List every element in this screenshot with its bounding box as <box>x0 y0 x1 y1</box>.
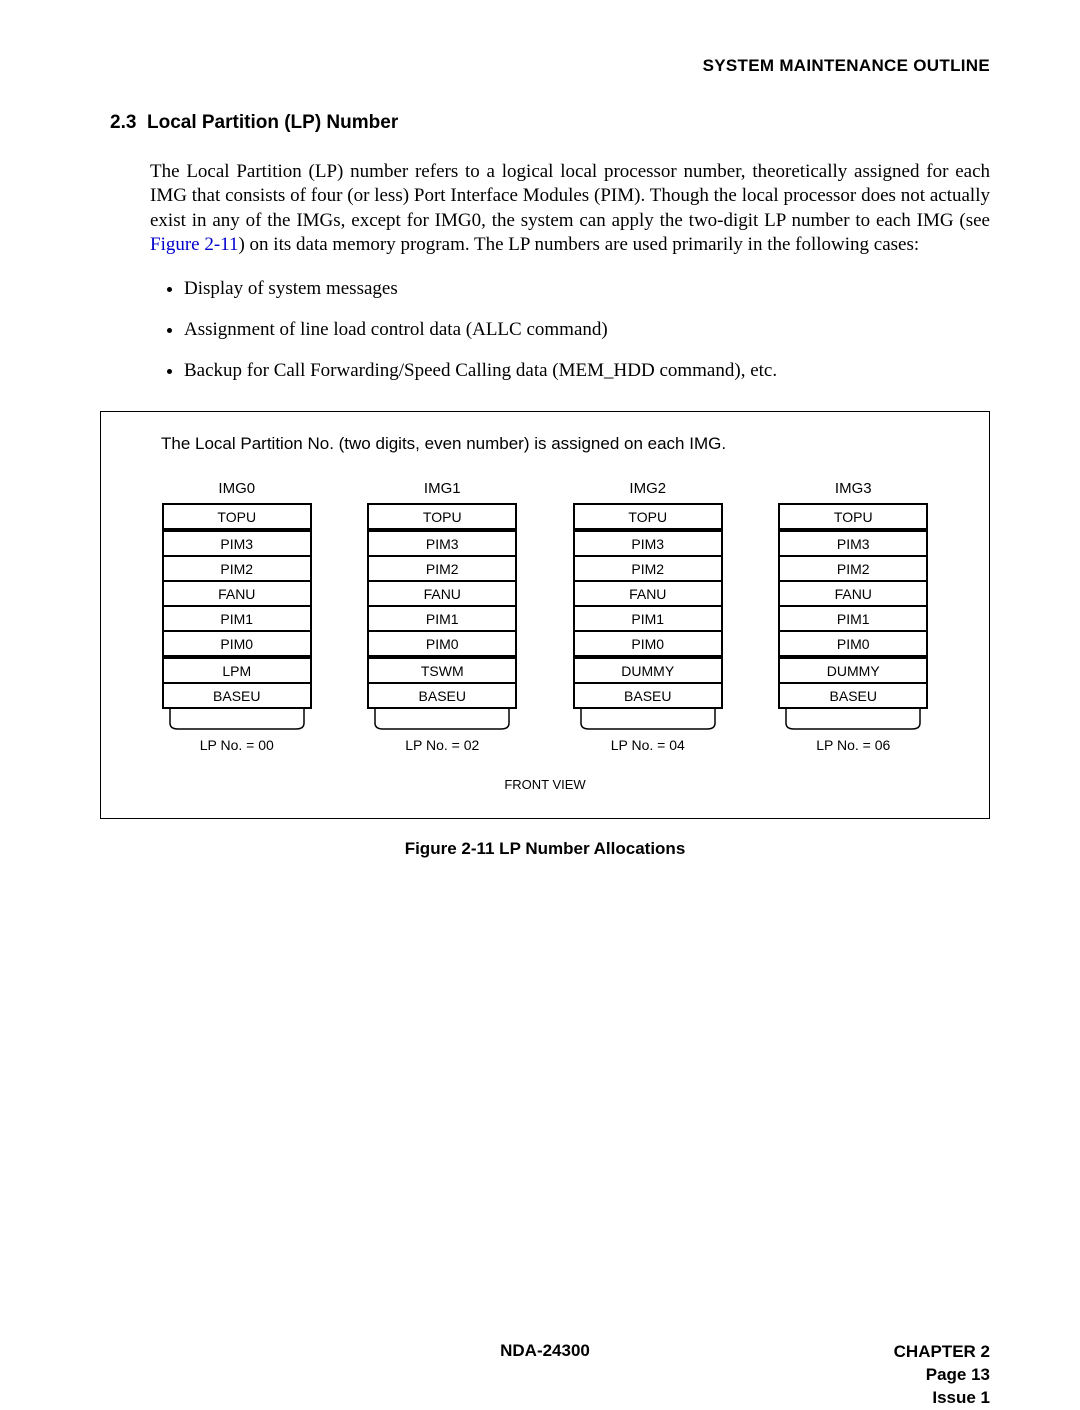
stack-body: TOPUPIM3PIM2FANUPIM1PIM0DUMMYBASEU <box>778 503 928 709</box>
stack-cell: PIM0 <box>164 631 310 657</box>
list-item: Display of system messages <box>184 277 990 302</box>
list-item: Assignment of line load control data (AL… <box>184 318 990 343</box>
stack-cell: TOPU <box>369 503 515 530</box>
front-view-label: FRONT VIEW <box>131 777 959 792</box>
stack-cell: FANU <box>780 581 926 606</box>
stack-cell: PIM3 <box>780 530 926 556</box>
lp-number-label: LP No. = 06 <box>778 737 928 753</box>
stack-cell: DUMMY <box>575 657 721 683</box>
bracket-icon <box>367 709 517 731</box>
para-pre: The Local Partition (LP) number refers t… <box>150 161 990 231</box>
stack-cell: PIM0 <box>575 631 721 657</box>
img-stack: IMG2 TOPUPIM3PIM2FANUPIM1PIM0DUMMYBASEU LP… <box>573 480 723 753</box>
stack-title: IMG0 <box>162 480 312 497</box>
section-heading: 2.3 Local Partition (LP) Number <box>110 112 990 134</box>
figure-caption: Figure 2-11 LP Number Allocations <box>100 839 990 859</box>
stack-cell: BASEU <box>780 683 926 709</box>
bullet-list: Display of system messages Assignment of… <box>150 277 990 383</box>
figure-box: The Local Partition No. (two digits, eve… <box>100 411 990 819</box>
stack-title: IMG3 <box>778 480 928 497</box>
stack-title: IMG2 <box>573 480 723 497</box>
para-post: ) on its data memory program. The LP num… <box>238 234 919 255</box>
footer-page: Page 13 <box>894 1364 990 1387</box>
stack-body: TOPUPIM3PIM2FANUPIM1PIM0TSWMBASEU <box>367 503 517 709</box>
section-title: Local Partition (LP) Number <box>147 112 398 133</box>
img-stack: IMG1 TOPUPIM3PIM2FANUPIM1PIM0TSWMBASEU LP … <box>367 480 517 753</box>
img-stack: IMG3 TOPUPIM3PIM2FANUPIM1PIM0DUMMYBASEU LP… <box>778 480 928 753</box>
footer-right: CHAPTER 2 Page 13 Issue 1 <box>894 1341 990 1410</box>
stack-cell: PIM1 <box>164 606 310 631</box>
footer-issue: Issue 1 <box>894 1387 990 1410</box>
stack-cell: PIM1 <box>575 606 721 631</box>
stack-cell: BASEU <box>575 683 721 709</box>
stack-cell: LPM <box>164 657 310 683</box>
stack-cell: PIM2 <box>369 556 515 581</box>
stack-title: IMG1 <box>367 480 517 497</box>
figure-note: The Local Partition No. (two digits, eve… <box>161 434 959 454</box>
intro-paragraph: The Local Partition (LP) number refers t… <box>150 160 990 257</box>
stack-cell: PIM2 <box>780 556 926 581</box>
stacks-row: IMG0TOPUPIM3PIM2FANUPIM1PIM0LPMBASEULP N… <box>139 480 951 753</box>
bracket-icon <box>573 709 723 731</box>
stack-cell: PIM0 <box>780 631 926 657</box>
stack-cell: TOPU <box>780 503 926 530</box>
figure-link[interactable]: Figure 2-11 <box>150 234 238 255</box>
stack-cell: PIM3 <box>575 530 721 556</box>
stack-cell: PIM1 <box>369 606 515 631</box>
bracket-icon <box>162 709 312 731</box>
img-stack: IMG0 TOPUPIM3PIM2FANUPIM1PIM0LPMBASEU LP N… <box>162 480 312 753</box>
stack-cell: TOPU <box>164 503 310 530</box>
stack-body: TOPUPIM3PIM2FANUPIM1PIM0DUMMYBASEU <box>573 503 723 709</box>
stack-cell: PIM1 <box>780 606 926 631</box>
stack-cell: FANU <box>575 581 721 606</box>
page: SYSTEM MAINTENANCE OUTLINE 2.3 Local Par… <box>0 0 1080 1397</box>
list-item: Backup for Call Forwarding/Speed Calling… <box>184 359 990 384</box>
lp-number-label: LP No. = 00 <box>162 737 312 753</box>
bracket-icon <box>778 709 928 731</box>
stack-cell: PIM3 <box>164 530 310 556</box>
lp-number-label: LP No. = 04 <box>573 737 723 753</box>
section-number: 2.3 <box>110 112 136 133</box>
stack-cell: PIM2 <box>164 556 310 581</box>
stack-cell: PIM0 <box>369 631 515 657</box>
footer-chapter: CHAPTER 2 <box>894 1341 990 1364</box>
stack-cell: TSWM <box>369 657 515 683</box>
stack-cell: PIM3 <box>369 530 515 556</box>
stack-cell: PIM2 <box>575 556 721 581</box>
stack-cell: BASEU <box>369 683 515 709</box>
document-header: SYSTEM MAINTENANCE OUTLINE <box>100 56 990 76</box>
stack-cell: FANU <box>369 581 515 606</box>
stack-cell: FANU <box>164 581 310 606</box>
lp-number-label: LP No. = 02 <box>367 737 517 753</box>
stack-cell: TOPU <box>575 503 721 530</box>
footer-doc-id: NDA-24300 <box>100 1341 990 1361</box>
stack-cell: DUMMY <box>780 657 926 683</box>
stack-cell: BASEU <box>164 683 310 709</box>
stack-body: TOPUPIM3PIM2FANUPIM1PIM0LPMBASEU <box>162 503 312 709</box>
